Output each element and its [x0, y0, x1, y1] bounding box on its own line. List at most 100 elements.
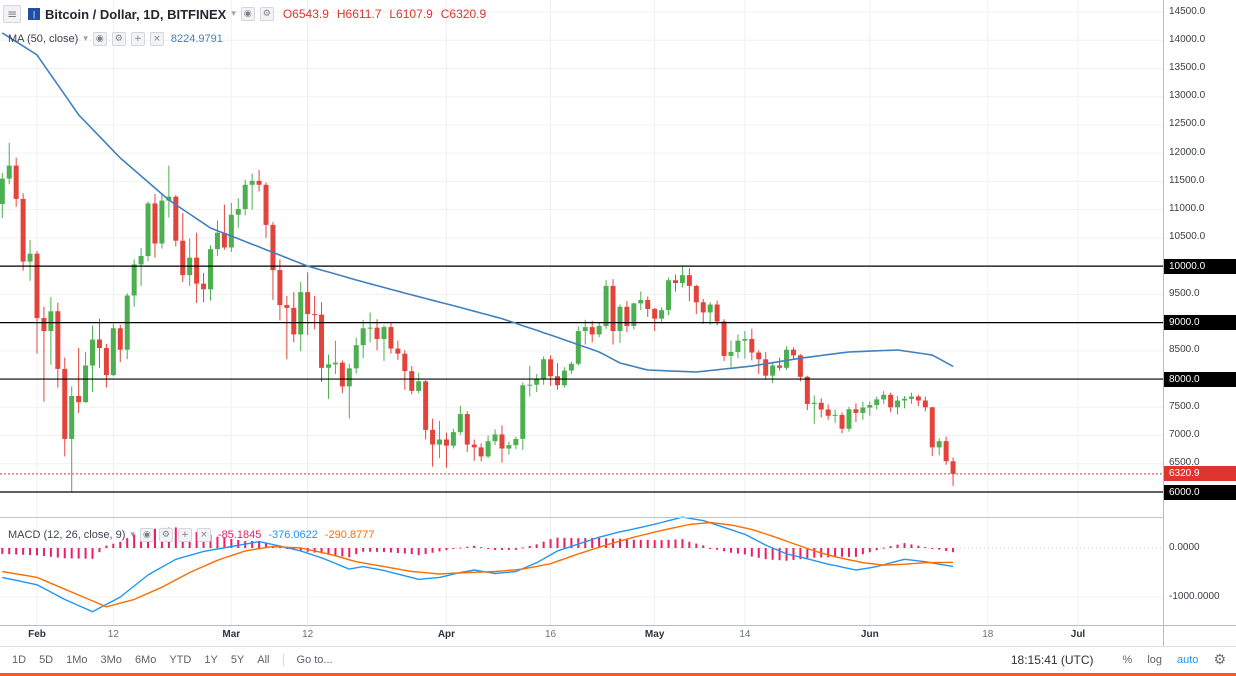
- range-button-1y[interactable]: 1Y: [204, 654, 218, 666]
- candle-body: [194, 257, 200, 284]
- price-level-lines[interactable]: [0, 265, 1163, 493]
- candle-body: [784, 349, 790, 368]
- log-scale-button[interactable]: log: [1147, 654, 1163, 666]
- time-axis[interactable]: Feb 12 Mar 12 Apr 16 May 14 Jun 18 Jul: [0, 626, 1163, 646]
- candle-body: [443, 439, 449, 446]
- range-button-5d[interactable]: 5D: [39, 654, 54, 666]
- range-button-3mo[interactable]: 3Mo: [100, 654, 122, 666]
- candle-body: [430, 429, 436, 445]
- candle-body: [756, 352, 762, 360]
- time-axis-label: 18: [982, 629, 994, 640]
- candle-body: [624, 306, 630, 326]
- candle-body: [367, 327, 373, 329]
- candle-body: [402, 353, 408, 372]
- candle-body: [214, 232, 220, 250]
- range-button-all[interactable]: All: [257, 654, 270, 666]
- close-icon[interactable]: ×: [196, 528, 211, 542]
- ohlc-open: O6543.9: [282, 7, 329, 21]
- add-icon[interactable]: +: [130, 32, 145, 46]
- price-axis-label: 14500.0: [1169, 5, 1206, 17]
- candle-body: [596, 325, 602, 335]
- candle-body: [568, 363, 574, 371]
- gear-icon[interactable]: ⚙: [259, 7, 274, 21]
- candle-body: [860, 407, 866, 413]
- settings-gear-icon[interactable]: ⚙: [1213, 652, 1226, 668]
- candle-body: [277, 270, 283, 306]
- time-axis-label: Feb: [28, 629, 46, 640]
- chevron-down-icon[interactable]: ▾: [83, 34, 88, 44]
- main-chart[interactable]: [0, 0, 1163, 625]
- ma-label[interactable]: MA (50, close): [8, 33, 79, 45]
- time-axis-label: Mar: [222, 629, 241, 640]
- candle-body: [83, 365, 89, 403]
- candle-body: [582, 327, 588, 332]
- candle-body: [131, 264, 137, 296]
- candle-body: [749, 338, 755, 353]
- candle-body: [874, 399, 880, 406]
- candle-body: [707, 304, 713, 313]
- eye-icon[interactable]: ◉: [92, 32, 107, 46]
- candle-body: [173, 196, 179, 241]
- auto-scale-button[interactable]: auto: [1177, 654, 1199, 666]
- candle-body: [103, 348, 109, 376]
- price-axis-label: 10500.0: [1169, 231, 1206, 243]
- range-button-1d[interactable]: 1D: [12, 654, 27, 666]
- candle-body: [423, 381, 429, 430]
- pane-separator[interactable]: [0, 517, 1163, 518]
- candle-body: [180, 240, 186, 276]
- price-axis-label: 12500.0: [1169, 118, 1206, 130]
- candle-body: [867, 405, 873, 408]
- ohlc-close: C6320.9: [440, 7, 487, 21]
- range-button-1mo[interactable]: 1Mo: [66, 654, 88, 666]
- last-price-tag: 6320.9: [1164, 466, 1236, 482]
- chevron-down-icon[interactable]: ▾: [130, 530, 135, 540]
- candle-body: [895, 400, 901, 408]
- eye-icon[interactable]: ◉: [240, 7, 255, 21]
- price-axis-label: 12000.0: [1169, 146, 1206, 158]
- candle-body: [159, 200, 165, 244]
- macd-line: [2, 516, 954, 613]
- menu-icon[interactable]: ≡: [3, 5, 21, 23]
- candle-body: [0, 178, 5, 204]
- price-axis-label: 11000.0: [1169, 203, 1205, 215]
- add-icon[interactable]: +: [177, 528, 192, 542]
- gear-icon[interactable]: ⚙: [158, 528, 173, 542]
- gear-icon[interactable]: ⚙: [111, 32, 126, 46]
- price-axis-label: 7500.0: [1169, 400, 1200, 412]
- range-button-6mo[interactable]: 6Mo: [134, 654, 157, 666]
- range-toolbar: 1D 5D 1Mo 3Mo 6Mo YTD 1Y 5Y All Go to...: [0, 654, 333, 666]
- eye-icon[interactable]: ◉: [139, 528, 154, 542]
- macd-axis-label: -1000.0000: [1169, 590, 1220, 602]
- price-axis[interactable]: 14500.0 14000.0 13500.0 13000.0 12500.0 12000…: [1164, 0, 1236, 625]
- candle-body: [770, 365, 776, 376]
- candle-body: [464, 414, 470, 445]
- candle-body: [555, 376, 560, 386]
- symbol-title[interactable]: Bitcoin / Dollar, 1D, BITFINEX: [45, 6, 227, 22]
- candle-body: [742, 338, 748, 341]
- range-button-ytd[interactable]: YTD: [169, 654, 192, 666]
- candle-body: [513, 438, 519, 446]
- time-axis-border: [0, 625, 1236, 626]
- candle-body: [409, 371, 415, 391]
- macd-label[interactable]: MACD (12, 26, close, 9): [8, 529, 126, 541]
- price-axis-label: 13500.0: [1169, 61, 1206, 73]
- candle-body: [700, 302, 706, 313]
- range-button-5y[interactable]: 5Y: [230, 654, 245, 666]
- candle-body: [117, 328, 123, 350]
- candle-body: [714, 304, 720, 322]
- candle-body: [589, 327, 595, 335]
- candle-body: [561, 370, 567, 386]
- percent-scale-button[interactable]: %: [1122, 654, 1133, 666]
- candle-body: [672, 280, 678, 284]
- candle-body: [902, 398, 907, 401]
- bottom-toolbar: 1D 5D 1Mo 3Mo 6Mo YTD 1Y 5Y All Go to... 18:15:4…: [0, 646, 1236, 673]
- close-icon[interactable]: ×: [149, 32, 164, 46]
- candle-body: [666, 280, 672, 311]
- candle-body: [881, 394, 887, 400]
- goto-button[interactable]: Go to...: [296, 654, 333, 666]
- clock[interactable]: 18:15:41 (UTC): [1010, 653, 1094, 667]
- ma50-line: [1, 32, 954, 373]
- chevron-down-icon[interactable]: ▾: [231, 9, 236, 19]
- price-axis-label: 11500.0: [1169, 174, 1205, 186]
- candle-body: [437, 439, 443, 445]
